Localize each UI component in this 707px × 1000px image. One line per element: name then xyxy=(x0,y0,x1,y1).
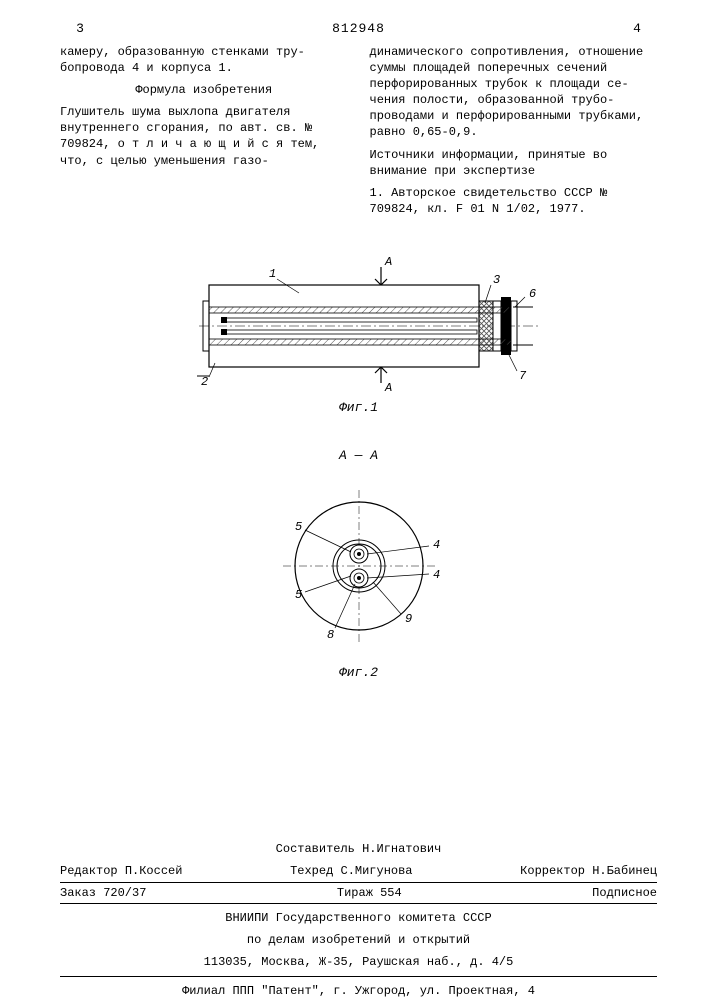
two-columns: камеру, образованную стенками тру­бопров… xyxy=(60,44,657,224)
figure-2-caption: Фиг.2 xyxy=(239,664,479,682)
fig1-label-1: 1 xyxy=(269,267,276,281)
page-num-right: 4 xyxy=(617,20,657,38)
figure-1-caption: Фиг.1 xyxy=(169,399,549,417)
corrector-label: Корректор xyxy=(520,864,585,878)
figure-1-svg: 1 A 3 6 2 7 A xyxy=(169,251,549,391)
figure-1: 1 A 3 6 2 7 A Фиг.1 xyxy=(169,251,549,416)
fig2-label-4a: 4 xyxy=(433,538,440,552)
fig2-label-5a: 5 xyxy=(295,520,302,534)
fig2-label-5b: 5 xyxy=(295,588,302,602)
compiler-label: Составитель xyxy=(276,842,355,856)
colophon: Составитель Н.Игнатович Редактор П.Коссе… xyxy=(60,841,657,999)
left-para-1: камеру, образованную стенками тру­бопров… xyxy=(60,44,348,76)
editor-label: Редактор xyxy=(60,864,118,878)
figure-2: A — A xyxy=(239,445,479,682)
corrector: Корректор Н.Бабинец xyxy=(520,863,657,879)
order: Заказ 720/37 xyxy=(60,885,146,901)
column-left: камеру, образованную стенками тру­бопров… xyxy=(60,44,348,224)
fig1-label-2: 2 xyxy=(201,375,208,389)
credits-row: Редактор П.Коссей Техред С.Мигунова Корр… xyxy=(60,863,657,879)
rule-2 xyxy=(60,903,657,904)
figure-2-svg: 5 5 4 4 8 9 xyxy=(239,466,479,656)
left-para-2: Глушитель шума выхлопа двигателя внутрен… xyxy=(60,104,348,169)
rule-1 xyxy=(60,882,657,883)
formula-title: Формула изобретения xyxy=(60,82,348,98)
page: 3 812948 4 камеру, образованную стенками… xyxy=(0,0,707,1000)
fig1-label-3: 3 xyxy=(493,273,500,287)
figures-area: 1 A 3 6 2 7 A Фиг.1 A — A xyxy=(60,251,657,681)
column-right: динамического сопротивления, отноше­ние … xyxy=(370,44,658,224)
fig2-label-8: 8 xyxy=(327,628,334,642)
fig1-label-7: 7 xyxy=(519,369,527,383)
sources-header: Источники информации, принятые во вниман… xyxy=(370,147,658,179)
address: 113035, Москва, Ж-35, Раушская наб., д. … xyxy=(60,954,657,970)
corrector-name: Н.Бабинец xyxy=(592,864,657,878)
editor-name: П.Коссей xyxy=(125,864,183,878)
fig2-label-9: 9 xyxy=(405,612,412,626)
patent-number: 812948 xyxy=(332,20,385,38)
page-num-left: 3 xyxy=(60,20,100,38)
compiler-name: Н.Игнатович xyxy=(362,842,441,856)
tehred: Техред С.Мигунова xyxy=(290,863,412,879)
subscription: Подписное xyxy=(592,885,657,901)
branch: Филиал ППП "Патент", г. Ужгород, ул. Про… xyxy=(60,983,657,999)
org-line-1: ВНИИПИ Государственного комитета СССР xyxy=(60,910,657,926)
tehred-label: Техред xyxy=(290,864,333,878)
org-line-2: по делам изобретений и открытий xyxy=(60,932,657,948)
tirazh: Тираж 554 xyxy=(337,885,402,901)
figure-2-section-label: A — A xyxy=(239,447,479,465)
tehred-name: С.Мигунова xyxy=(341,864,413,878)
compiler-row: Составитель Н.Игнатович xyxy=(60,841,657,857)
print-info-row: Заказ 720/37 Тираж 554 Подписное xyxy=(60,885,657,901)
right-para-1: динамического сопротивления, отноше­ние … xyxy=(370,44,658,141)
header: 3 812948 4 xyxy=(60,20,657,38)
fig2-label-4b: 4 xyxy=(433,568,440,582)
fig1-label-6: 6 xyxy=(529,287,536,301)
fig1-label-A-bot: A xyxy=(384,381,392,391)
fig1-label-A-top: A xyxy=(384,255,392,269)
rule-3 xyxy=(60,976,657,977)
right-para-2: 1. Авторское свидетельство СССР № 709824… xyxy=(370,185,658,217)
editor: Редактор П.Коссей xyxy=(60,863,182,879)
